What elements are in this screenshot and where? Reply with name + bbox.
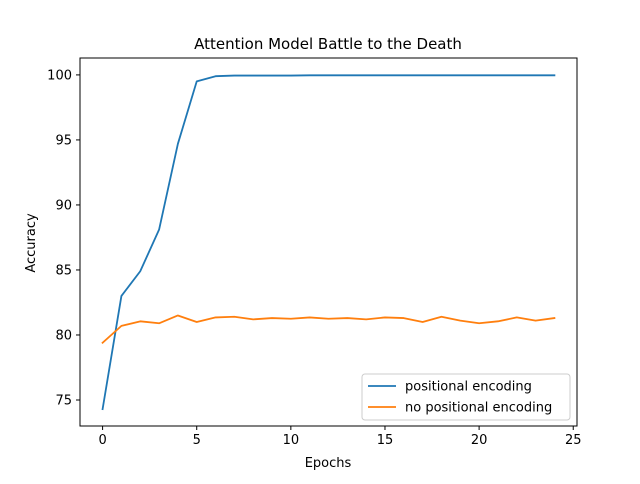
legend-box <box>361 373 571 421</box>
legend-label-2: no positional encoding <box>405 401 552 416</box>
series-line-1 <box>101 74 556 411</box>
y-tick-label: 75 <box>55 393 72 408</box>
x-tick-label: 5 <box>193 433 201 448</box>
chart-title: Attention Model Battle to the Death <box>194 35 462 53</box>
y-axis-label: Accuracy <box>24 213 39 273</box>
x-axis-label: Epochs <box>305 456 352 471</box>
series-line-2 <box>101 314 556 345</box>
y-tick-label: 100 <box>47 68 72 83</box>
legend: positional encoding no positional encodin… <box>361 373 571 421</box>
x-tick-label: 0 <box>98 433 106 448</box>
x-tick-label: 20 <box>471 433 488 448</box>
x-tick-label: 25 <box>565 433 582 448</box>
y-tick-label: 95 <box>55 133 72 148</box>
y-tick-label: 90 <box>55 198 72 213</box>
y-tick-label: 85 <box>55 263 72 278</box>
x-tick-label: 10 <box>283 433 300 448</box>
plot-area: 0 5 10 15 20 25 75 80 85 90 95 100 <box>47 57 582 448</box>
x-tick-label: 15 <box>377 433 394 448</box>
axes-frame <box>79 57 578 427</box>
y-tick-label: 80 <box>55 328 72 343</box>
legend-label-1: positional encoding <box>405 380 532 395</box>
